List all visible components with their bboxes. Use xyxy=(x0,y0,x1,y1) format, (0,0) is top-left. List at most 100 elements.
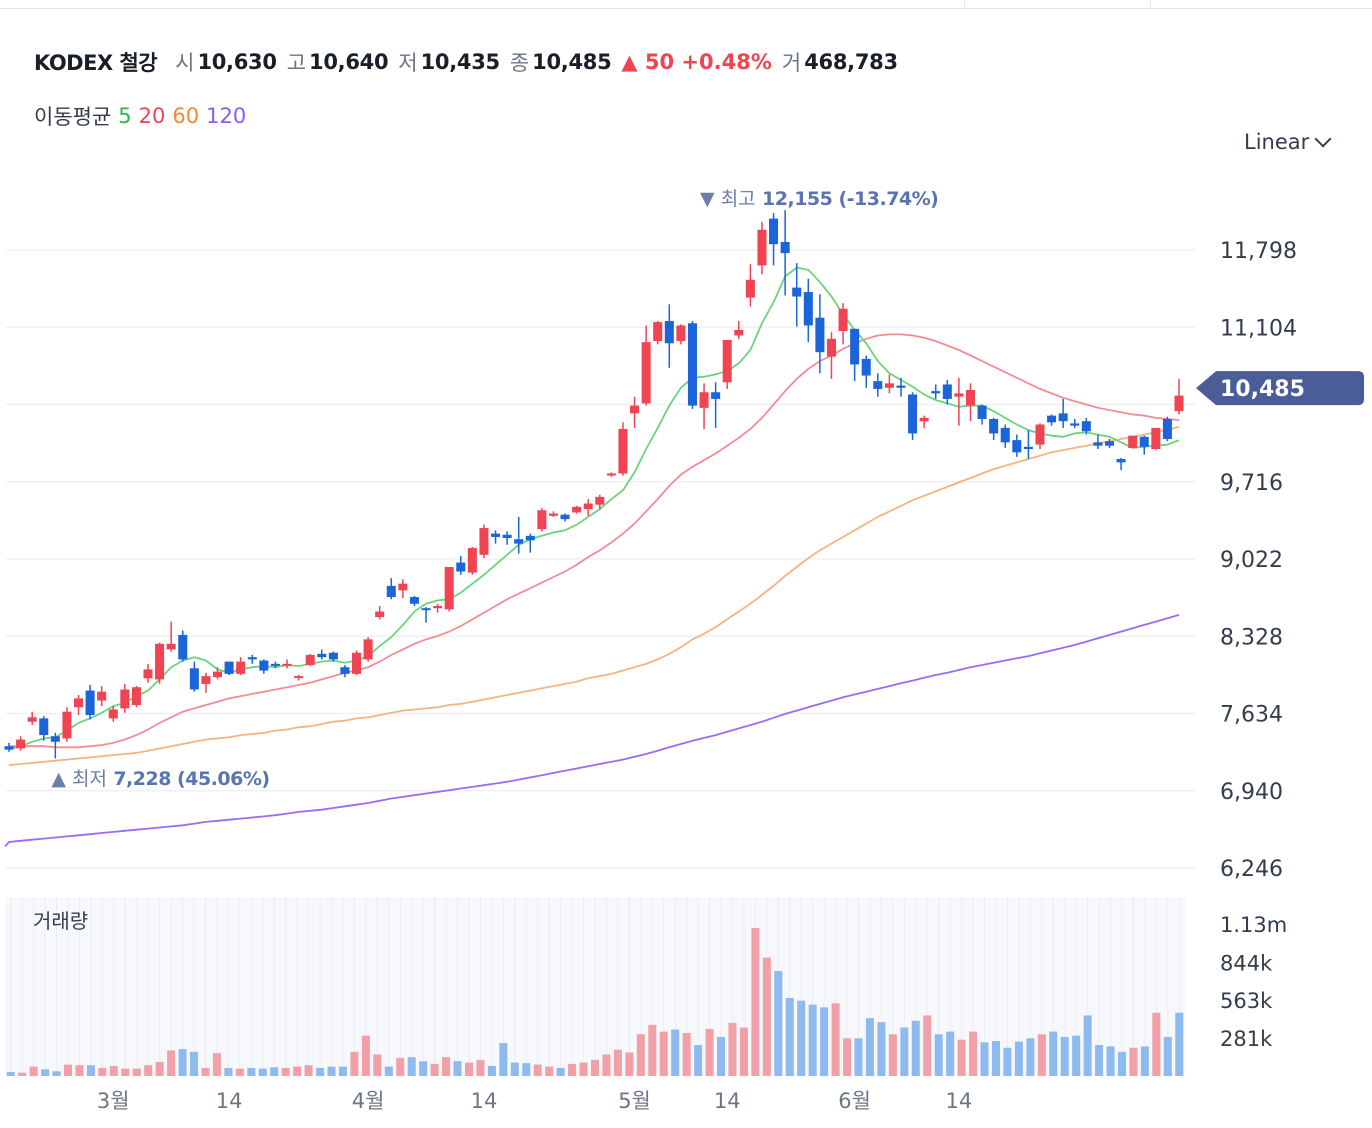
x-tick-label: 14 xyxy=(714,1089,741,1113)
candle-body xyxy=(745,279,755,298)
volume-bar xyxy=(167,1050,176,1076)
volume-bar xyxy=(281,1067,290,1076)
volume-bar xyxy=(41,1069,50,1076)
y-tick-label: 9,022 xyxy=(1220,548,1283,573)
top-divider xyxy=(964,0,965,8)
candle-body xyxy=(653,322,663,342)
x-tick-label: 14 xyxy=(471,1089,498,1113)
candle-body xyxy=(977,405,987,419)
ma-20-label[interactable]: 20 xyxy=(138,104,166,128)
candle-body xyxy=(375,611,385,618)
candle-body xyxy=(931,391,941,394)
candle-body xyxy=(1058,413,1068,422)
volume-bar xyxy=(969,1031,978,1076)
moving-average-label: 이동평균 xyxy=(34,105,112,129)
volume-bar xyxy=(453,1061,462,1076)
volume-bar xyxy=(854,1038,863,1076)
candle-body xyxy=(305,654,315,665)
volume-bar xyxy=(350,1051,359,1076)
candle-body xyxy=(572,506,582,513)
candle-body xyxy=(676,325,686,342)
scale-dropdown[interactable]: Linear xyxy=(1244,130,1332,154)
volume-bar xyxy=(1026,1038,1035,1076)
ma-120-label[interactable]: 120 xyxy=(206,104,247,128)
volume-title: 거래량 xyxy=(33,909,88,933)
price-tag-shape xyxy=(1196,371,1364,406)
candle-body xyxy=(259,660,269,671)
volume-bar xyxy=(98,1067,107,1076)
candle-body xyxy=(757,229,767,266)
volume-bar xyxy=(556,1067,565,1076)
x-tick-label: 14 xyxy=(946,1089,973,1113)
volume-bar xyxy=(590,1059,600,1076)
candle-body xyxy=(780,241,790,254)
volume-value: 468,783 xyxy=(804,50,898,74)
volume-bar xyxy=(533,1064,542,1076)
candle-body xyxy=(769,218,779,245)
volume-bar xyxy=(1163,1036,1172,1076)
candle-body xyxy=(641,342,651,404)
volume-bar xyxy=(1003,1047,1012,1076)
x-tick-label: 14 xyxy=(216,1089,243,1113)
volume-bar xyxy=(373,1054,382,1076)
volume-bar xyxy=(613,1049,622,1076)
y-tick-label: 6,246 xyxy=(1220,857,1283,882)
candle-body xyxy=(294,676,304,679)
volume-bar xyxy=(682,1032,691,1076)
candle-body xyxy=(409,597,419,604)
candle-body xyxy=(711,392,721,399)
volume-bar xyxy=(476,1059,485,1076)
volume-bar xyxy=(316,1067,325,1076)
candle-body xyxy=(1116,459,1126,463)
ma-60-label[interactable]: 60 xyxy=(172,104,200,128)
volume-bar xyxy=(201,1067,210,1076)
candle-body xyxy=(340,667,350,674)
annotations: ▼ 최고 12,155 (-13.74%) ▲ 최저 7,228 (45.06%) xyxy=(51,188,939,790)
candle-body xyxy=(815,317,825,353)
volume-bar xyxy=(155,1061,164,1076)
y-tick-label: 7,634 xyxy=(1220,703,1283,728)
x-axis: 3월 14 4월 14 5월 14 6월 14 xyxy=(97,1089,972,1113)
volume-bar xyxy=(877,1022,886,1076)
candle-body xyxy=(236,661,246,674)
candle-body xyxy=(97,691,107,701)
candle-body xyxy=(1000,427,1010,443)
volume-bar xyxy=(396,1057,405,1076)
annotation-value: 7,228 (45.06%) xyxy=(113,768,269,790)
current-price-tag: 10,485 xyxy=(1196,371,1364,406)
candle-body xyxy=(618,428,628,474)
volume-bar xyxy=(1152,1012,1161,1076)
scale-value: Linear xyxy=(1244,130,1310,154)
candle-body xyxy=(189,668,199,690)
volume-bar xyxy=(659,1031,668,1076)
candle-body xyxy=(908,394,918,434)
candle-body xyxy=(224,661,234,674)
volume-bar xyxy=(75,1065,84,1076)
price-change: ▲ 50 +0.48% xyxy=(621,50,772,74)
ma20-series xyxy=(9,333,1180,749)
volume-bar xyxy=(1083,1015,1092,1076)
candle-body xyxy=(595,496,605,505)
close-value: 10,485 xyxy=(532,50,612,74)
candle-body xyxy=(1139,436,1149,447)
volume-bar xyxy=(18,1072,27,1076)
ma-60-line xyxy=(8,425,1180,766)
candle-body xyxy=(491,533,501,537)
candle-body xyxy=(537,510,547,530)
top-divider xyxy=(1150,0,1151,8)
ma-5-label[interactable]: 5 xyxy=(118,104,132,128)
volume-bar xyxy=(751,927,760,1076)
candle-body xyxy=(1104,441,1115,446)
candle-body xyxy=(247,657,257,660)
volume-bar xyxy=(579,1062,588,1076)
candle-body xyxy=(363,639,373,660)
candle-body xyxy=(317,653,327,658)
volume-bar xyxy=(224,1067,233,1076)
volume-bar xyxy=(178,1049,187,1076)
candle-body xyxy=(548,513,558,516)
candle-body xyxy=(838,308,848,332)
candle-body xyxy=(479,528,489,555)
close-label: 종 xyxy=(509,51,530,75)
volume-bar xyxy=(464,1062,473,1076)
